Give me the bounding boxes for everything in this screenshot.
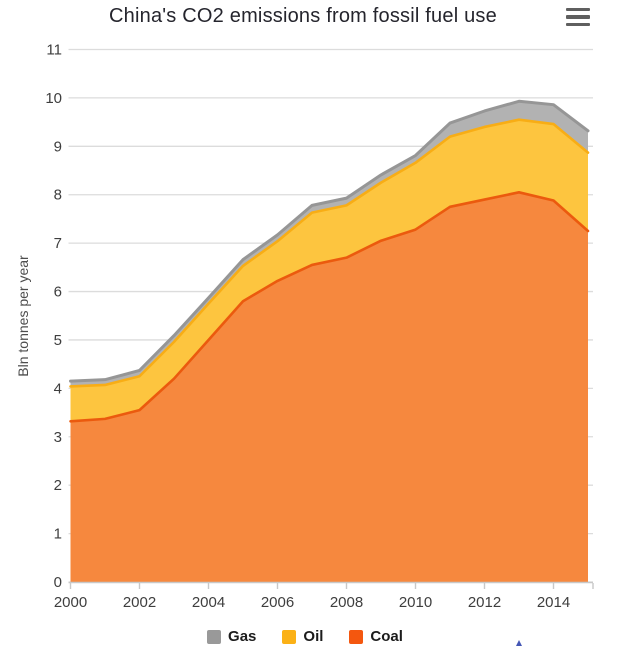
x-axis-label: 2002 (123, 594, 156, 611)
x-axis-label: 2000 (54, 594, 87, 611)
x-axis-label: 2006 (261, 594, 294, 611)
legend-swatch-coal-icon (349, 629, 364, 644)
y-axis-label: 9 (54, 138, 62, 155)
y-axis-label: 3 (54, 429, 62, 446)
y-axis-label: 10 (45, 90, 62, 107)
legend-label-oil: Oil (303, 628, 324, 645)
hamburger-bar (566, 15, 590, 19)
small-blue-triangle-icon (516, 640, 522, 646)
x-axis-label: 2010 (399, 594, 432, 611)
y-axis-label: 6 (54, 284, 62, 301)
y-axis-title: Bln tonnes per year (15, 255, 31, 377)
x-axis-label: 2008 (330, 594, 363, 611)
series-line-coal (69, 191, 590, 423)
chart-title: China's CO2 emissions from fossil fuel u… (109, 5, 497, 27)
x-axis-label: 2004 (192, 594, 225, 611)
legend-swatch-gas-icon (207, 629, 222, 644)
y-axis-label: 2 (54, 477, 62, 494)
legend-swatch-oil-icon (282, 629, 297, 644)
series-line-oil (69, 118, 590, 388)
y-axis-label: 7 (54, 235, 62, 252)
legend: Gas Oil Coal (0, 628, 610, 645)
hamburger-menu-icon[interactable] (566, 8, 590, 26)
legend-item-gas[interactable]: Gas (207, 628, 256, 645)
y-axis-label: 11 (46, 42, 62, 59)
legend-label-gas: Gas (228, 628, 257, 645)
y-axis-label: 4 (54, 380, 62, 397)
y-axis-label: 1 (54, 526, 62, 543)
y-axis-label: 8 (54, 187, 62, 204)
y-axis-label: 5 (54, 332, 62, 349)
series-line-gas (69, 99, 590, 383)
hamburger-bar (566, 8, 590, 12)
legend-label-coal: Coal (370, 628, 403, 645)
legend-item-coal[interactable]: Coal (349, 628, 403, 645)
x-axis-label: 2014 (537, 594, 570, 611)
hamburger-bar (566, 22, 590, 26)
y-axis-label: 0 (54, 574, 62, 591)
x-axis-label: 2012 (468, 594, 501, 611)
legend-item-oil[interactable]: Oil (282, 628, 323, 645)
area-coal[interactable] (70, 192, 589, 582)
